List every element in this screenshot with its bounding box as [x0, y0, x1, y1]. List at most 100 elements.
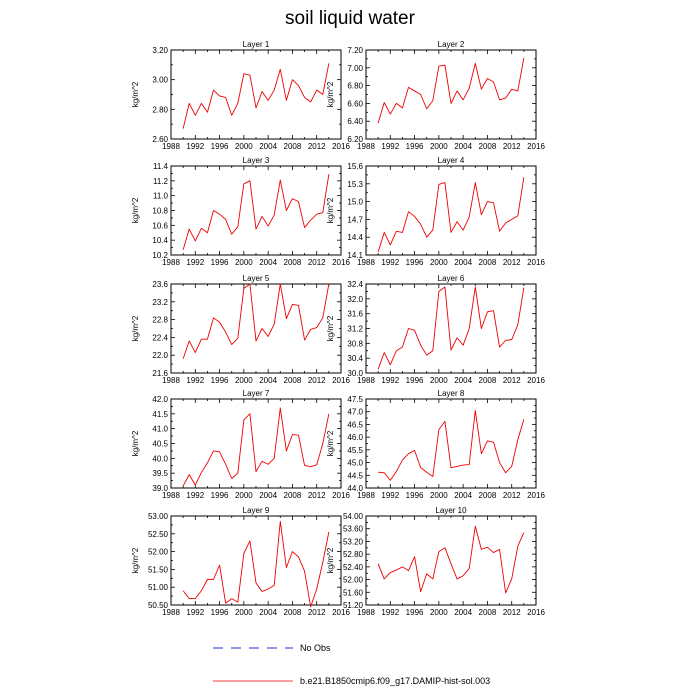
panel-title: Layer 1: [243, 40, 270, 49]
y-tick-label: 47.0: [347, 408, 363, 417]
x-tick-label: 2000: [235, 258, 253, 267]
x-tick-label: 2004: [259, 376, 277, 385]
series-line-layer-7: [182, 407, 330, 487]
x-tick-label: 1996: [211, 142, 229, 151]
y-tick-label: 45.5: [347, 446, 363, 455]
x-tick-label: 2016: [527, 491, 545, 500]
x-tick-label: 1992: [186, 608, 204, 617]
y-tick-label: 14.7: [347, 215, 363, 224]
x-tick-label: 2016: [332, 608, 350, 617]
x-tick-label: 2012: [308, 142, 326, 151]
x-tick-label: 2012: [308, 376, 326, 385]
x-tick-label: 2004: [259, 491, 277, 500]
y-axis-label: kg/m^2: [326, 430, 335, 456]
plot-frame: [365, 283, 537, 374]
x-tick-label: 2008: [284, 491, 302, 500]
x-tick-label: 2000: [430, 491, 448, 500]
x-tick-label: 2008: [479, 608, 497, 617]
x-tick-label: 2004: [454, 608, 472, 617]
y-tick-label: 40.0: [152, 454, 168, 463]
x-tick-label: 2008: [479, 142, 497, 151]
x-tick-label: 2008: [284, 258, 302, 267]
x-tick-label: 2008: [284, 376, 302, 385]
y-tick-label: 30.4: [347, 354, 363, 363]
x-tick-label: 2004: [259, 258, 277, 267]
y-tick-label: 2.60: [152, 135, 168, 144]
y-tick-label: 52.00: [148, 548, 169, 557]
x-tick-label: 1988: [162, 608, 180, 617]
plot-frame: [170, 49, 342, 140]
x-tick-label: 2016: [527, 376, 545, 385]
x-tick-label: 2012: [308, 491, 326, 500]
panel-layer-5: Layer 5 1988 1992 1996 2000 2004 2008 2012 2016 2…: [131, 274, 350, 385]
y-tick-label: 51.50: [148, 565, 169, 574]
y-tick-label: 11.4: [153, 162, 169, 171]
x-tick-label: 2016: [332, 376, 350, 385]
plot-frame: [170, 398, 342, 489]
y-tick-label: 52.40: [343, 563, 364, 572]
x-tick-label: 2008: [479, 258, 497, 267]
x-tick-label: 2016: [332, 142, 350, 151]
y-tick-label: 10.8: [152, 207, 168, 216]
y-axis-label: kg/m^2: [131, 430, 140, 456]
panel-layer-7: Layer 7 1988 1992 1996 2000 2004 2008 2012 2016 3…: [131, 389, 350, 500]
panel-title: Layer 4: [438, 156, 465, 165]
plot-frame: [365, 515, 537, 606]
y-tick-label: 14.1: [347, 251, 363, 260]
x-tick-label: 2012: [503, 491, 521, 500]
x-tick-label: 2004: [259, 142, 277, 151]
y-tick-label: 22.0: [152, 351, 168, 360]
y-tick-label: 23.2: [152, 298, 168, 307]
panel-title: Layer 5: [243, 274, 270, 283]
x-tick-label: 1988: [162, 142, 180, 151]
x-tick-label: 2000: [430, 258, 448, 267]
series-line-layer-5: [182, 283, 330, 359]
y-tick-label: 51.20: [343, 601, 364, 610]
y-tick-label: 15.0: [347, 198, 363, 207]
panel-layer-9: Layer 9 1988 1992 1996 2000 2004 2008 2012 2016 5…: [131, 506, 350, 617]
x-tick-label: 1988: [357, 258, 375, 267]
x-tick-label: 2016: [527, 258, 545, 267]
x-tick-label: 2004: [454, 491, 472, 500]
y-tick-label: 44.5: [347, 471, 363, 480]
x-tick-label: 2016: [527, 608, 545, 617]
y-tick-label: 30.8: [347, 339, 363, 348]
y-tick-label: 6.20: [347, 135, 363, 144]
x-tick-label: 2000: [235, 491, 253, 500]
y-tick-label: 15.3: [347, 180, 363, 189]
x-tick-label: 1988: [357, 491, 375, 500]
y-tick-label: 39.0: [152, 484, 168, 493]
y-tick-label: 32.4: [347, 280, 363, 289]
x-tick-label: 1988: [357, 608, 375, 617]
x-tick-label: 2000: [430, 376, 448, 385]
y-tick-label: 7.00: [347, 64, 363, 73]
x-tick-label: 2004: [259, 608, 277, 617]
x-tick-label: 1992: [381, 608, 399, 617]
series-line-layer-9: [182, 520, 330, 608]
x-tick-label: 1992: [186, 376, 204, 385]
plot-frame: [170, 283, 342, 374]
x-tick-label: 2008: [284, 142, 302, 151]
y-tick-label: 6.80: [347, 82, 363, 91]
y-axis-label: kg/m^2: [326, 547, 335, 573]
y-tick-label: 51.00: [148, 583, 169, 592]
x-tick-label: 2012: [308, 608, 326, 617]
y-tick-label: 54.00: [343, 512, 364, 521]
y-axis-label: kg/m^2: [131, 315, 140, 341]
x-tick-label: 2000: [430, 142, 448, 151]
x-tick-label: 1992: [381, 376, 399, 385]
y-tick-label: 47.5: [347, 395, 363, 404]
y-tick-label: 45.0: [347, 459, 363, 468]
y-tick-label: 10.6: [152, 221, 168, 230]
series-line-layer-8: [378, 409, 525, 481]
y-tick-label: 10.2: [152, 251, 168, 260]
x-tick-label: 2012: [503, 142, 521, 151]
x-tick-label: 2012: [503, 608, 521, 617]
panel-title: Layer 10: [435, 506, 467, 515]
y-axis-label: kg/m^2: [131, 547, 140, 573]
y-tick-label: 11.0: [153, 192, 169, 201]
panel-title: Layer 2: [438, 40, 465, 49]
